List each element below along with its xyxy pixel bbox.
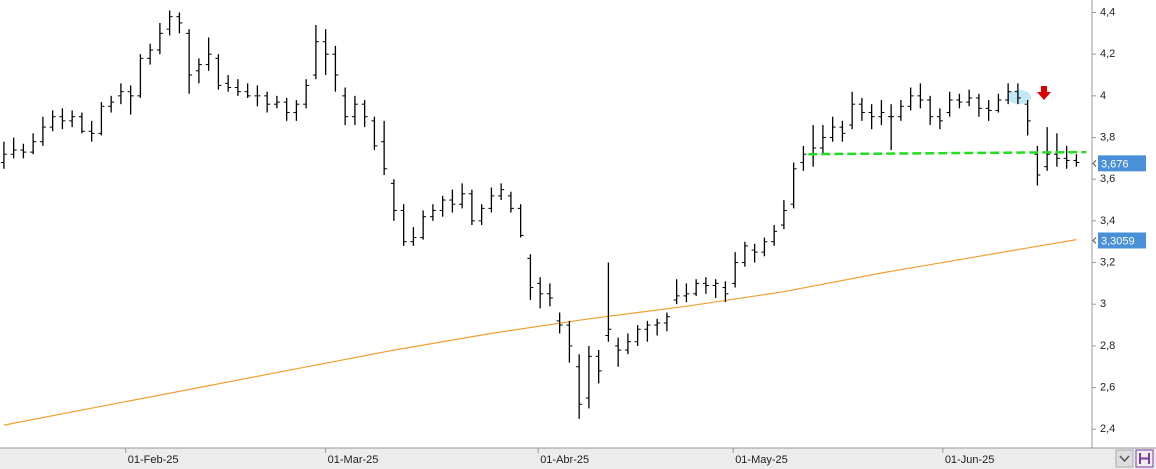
x-tick-label: 01-Feb-25 [128,454,179,466]
x-axis-strip [0,448,1156,469]
price-pointer [1092,237,1097,244]
x-tick-label: 01-Jun-25 [945,454,995,466]
moving-average [3,239,1077,426]
toolbar [1115,449,1154,468]
x-tick-label: 01-Mar-25 [328,454,379,466]
price-box [1098,232,1146,249]
x-tick-label: 01-Abr-25 [540,454,589,466]
y-tick-label: 4 [1100,90,1106,102]
button-icon [1119,455,1130,463]
y-tick-label: 3,2 [1100,256,1115,268]
y-tick-label: 3,8 [1100,131,1115,143]
price-pointer [1092,160,1097,167]
price-label: 3,676 [1101,158,1129,170]
down-arrow [1037,86,1051,100]
y-tick-label: 3 [1100,298,1106,310]
y-tick-label: 2,4 [1100,423,1115,435]
highlight [1007,90,1031,104]
button-icon [1139,453,1150,464]
y-tick-label: 3,4 [1100,215,1115,227]
price-box [1098,155,1146,172]
y-tick-label: 4,4 [1100,6,1115,18]
y-tick-label: 3,6 [1100,173,1115,185]
y-tick-label: 4,2 [1100,48,1115,60]
level-line [808,150,1087,156]
price-label: 3,3059 [1101,235,1135,247]
y-tick-label: 2,8 [1100,340,1115,352]
button[interactable] [1115,449,1134,468]
x-tick-label: 01-May-25 [735,454,788,466]
y-tick-label: 2,6 [1100,381,1115,393]
